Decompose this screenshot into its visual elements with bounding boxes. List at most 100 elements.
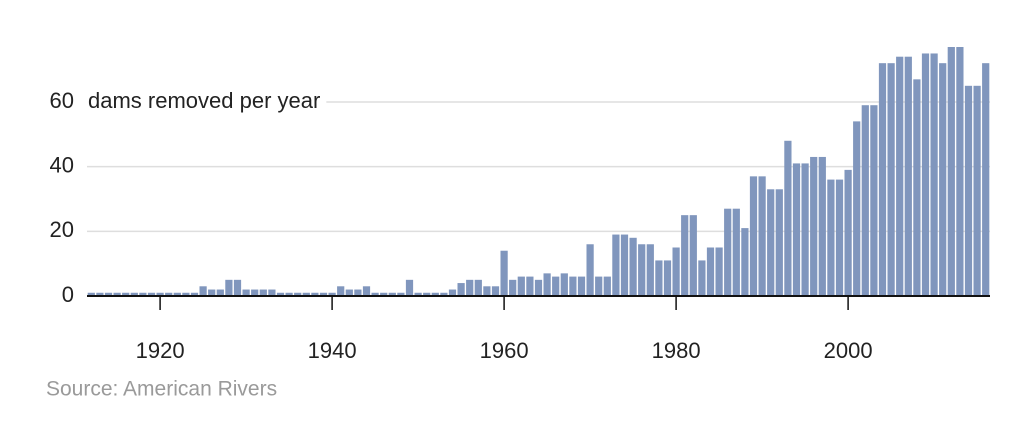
bar	[448, 289, 457, 296]
bar	[818, 156, 826, 296]
bar	[362, 286, 371, 296]
bar	[853, 121, 861, 296]
bar	[165, 292, 173, 296]
bar	[620, 234, 629, 296]
bar	[285, 292, 293, 296]
bar	[715, 247, 723, 296]
bar	[268, 289, 276, 296]
bar	[560, 273, 568, 296]
bar	[758, 176, 766, 296]
y-tick-label: 40	[50, 152, 74, 177]
bar	[698, 260, 706, 296]
bar	[380, 292, 388, 296]
bar	[259, 289, 267, 296]
bar	[827, 179, 835, 296]
bar	[784, 140, 792, 296]
bar	[397, 292, 405, 296]
bar	[552, 276, 560, 296]
bar	[96, 292, 104, 296]
y-axis-label: dams removed per year	[88, 88, 320, 113]
bar	[122, 292, 130, 296]
bar	[904, 56, 912, 296]
bar	[517, 276, 525, 296]
bar	[706, 247, 715, 296]
bar	[466, 279, 474, 296]
bar	[311, 292, 319, 296]
x-tick-label: 1920	[136, 338, 185, 363]
bar	[543, 273, 551, 296]
bar	[844, 169, 852, 296]
bar	[861, 105, 869, 297]
bar	[896, 56, 904, 296]
bar	[741, 228, 749, 296]
bar	[973, 85, 981, 297]
y-tick-label: 20	[50, 217, 74, 242]
bar	[732, 208, 740, 296]
y-tick-label: 0	[62, 282, 74, 307]
bar	[534, 279, 543, 296]
bar	[947, 47, 955, 296]
bar	[302, 292, 310, 296]
bar	[792, 163, 801, 296]
bar	[956, 47, 964, 296]
bar	[431, 292, 439, 296]
bar	[913, 79, 921, 297]
bar	[491, 286, 500, 296]
bar	[724, 208, 732, 296]
bar	[276, 292, 285, 296]
bar	[526, 276, 534, 296]
bar	[939, 63, 947, 296]
bar	[767, 189, 775, 296]
bar	[638, 244, 646, 296]
bar	[672, 247, 680, 296]
bar	[208, 289, 216, 296]
bar	[663, 260, 672, 296]
bar	[328, 292, 336, 296]
bar	[130, 292, 138, 296]
bar	[964, 85, 973, 297]
bar	[500, 250, 508, 296]
bar	[603, 276, 611, 296]
bar	[801, 163, 809, 296]
bar	[612, 234, 620, 296]
bar	[595, 276, 603, 296]
bar	[104, 292, 113, 296]
bar	[569, 276, 577, 296]
source-note: Source: American Rivers	[46, 378, 277, 401]
bar	[190, 292, 199, 296]
bar	[483, 286, 491, 296]
bar	[586, 244, 594, 296]
bar	[646, 244, 654, 296]
bar	[474, 279, 482, 296]
bar	[182, 292, 190, 296]
bar	[423, 292, 431, 296]
x-tick-label: 1940	[308, 338, 357, 363]
x-tick-label: 1980	[652, 338, 701, 363]
bar	[921, 53, 930, 296]
bar	[457, 283, 465, 296]
bar	[242, 289, 250, 296]
bar	[156, 292, 164, 296]
bar	[233, 279, 242, 296]
bar	[319, 292, 328, 296]
bar	[509, 279, 517, 296]
bar	[225, 279, 233, 296]
bar	[878, 63, 887, 296]
bar	[749, 176, 758, 296]
bar	[388, 292, 396, 296]
bar	[199, 286, 207, 296]
bar	[294, 292, 302, 296]
bar	[689, 215, 697, 296]
bar	[775, 189, 783, 296]
bar	[405, 279, 414, 296]
bar	[87, 292, 95, 296]
bar	[414, 292, 422, 296]
bar	[655, 260, 663, 296]
bar	[345, 289, 353, 296]
bar	[337, 286, 345, 296]
bar	[629, 237, 637, 296]
x-tick-label: 2000	[824, 338, 873, 363]
bar	[354, 289, 362, 296]
bar	[681, 215, 689, 296]
